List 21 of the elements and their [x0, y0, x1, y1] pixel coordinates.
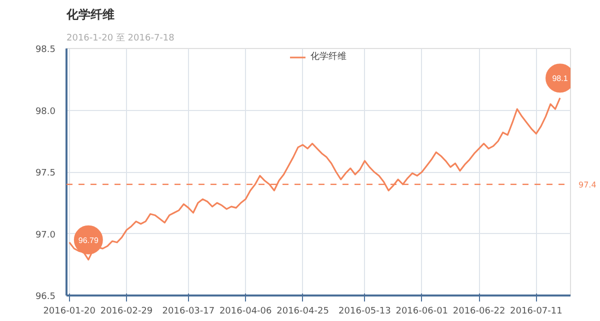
x-tick-label: 2016-04-06 [219, 306, 272, 316]
ref-line-label: 97.4 [578, 180, 596, 190]
y-tick-label: 97.5 [35, 168, 56, 178]
legend-label: 化学纤维 [310, 50, 346, 63]
annotation: 98.1 [552, 74, 568, 84]
x-tick-label: 2016-06-22 [452, 306, 506, 316]
x-tick-label: 2016-06-01 [396, 306, 448, 316]
y-tick-label: 98.5 [35, 45, 56, 55]
x-tick-label: 2016-04-25 [276, 306, 329, 316]
x-tick-label: 2016-05-13 [338, 306, 391, 316]
chart-title: 化学纤维 [66, 8, 114, 22]
y-tick-label: 97.0 [35, 230, 56, 240]
x-tick-label: 2016-03-17 [162, 306, 215, 316]
x-tick-label: 2016-07-11 [510, 306, 562, 316]
chart-subtitle: 2016-1-20 至 2016-7-18 [66, 34, 175, 44]
y-tick-label: 98.0 [35, 106, 56, 117]
line-series [68, 97, 561, 260]
x-tick-label: 2016-02-29 [100, 306, 153, 316]
x-tick-label: 2016-01-20 [43, 306, 96, 316]
annotation: 96.79 [78, 236, 99, 245]
y-tick-label: 96.5 [35, 292, 56, 302]
